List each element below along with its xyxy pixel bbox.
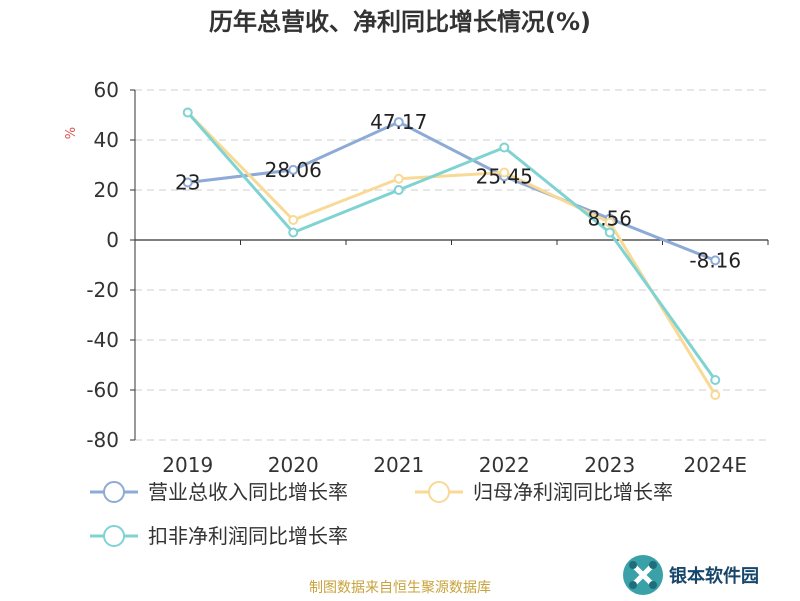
y-axis: 60 40 20 0 -20 -40 -60 -80: [86, 78, 136, 452]
legend-label: 扣非净利润同比增长率: [148, 524, 348, 548]
series-line-2: [186, 111, 717, 396]
series-lines: [182, 107, 721, 400]
y-tick-label: 0: [106, 228, 119, 252]
legend-label: 归母净利润同比增长率: [473, 480, 673, 504]
grid-lines: [135, 89, 768, 441]
logo-icon: [623, 555, 663, 595]
data-point: [288, 215, 299, 225]
data-label: 28.06: [265, 158, 322, 182]
legend-marker: [103, 481, 125, 503]
x-axis: 2019 2020 2021 2022 2023 2024E: [134, 239, 769, 477]
x-tick-label: 2019: [162, 453, 213, 477]
y-tick-label: -60: [86, 378, 119, 402]
x-tick-label: 2023: [584, 453, 635, 477]
brand-logo: 银本软件园: [621, 553, 793, 597]
y-axis-label: %: [64, 127, 79, 139]
y-tick-label: -20: [86, 278, 119, 302]
legend-item-3[interactable]: 扣非净利润同比增长率: [90, 524, 348, 548]
data-labels: 23 28.06 47.17 25.45 8.56 -8.16: [175, 110, 741, 272]
data-point: [182, 177, 193, 188]
y-tick-label: -40: [86, 328, 119, 352]
series-line-3: [186, 111, 717, 381]
data-point: [182, 107, 193, 118]
data-point: [604, 217, 615, 228]
data-point: [710, 255, 721, 266]
x-tick-label: 2024E: [683, 453, 747, 477]
legend-label: 营业总收入同比增长率: [148, 480, 348, 504]
data-label: -8.16: [689, 248, 741, 272]
data-point: [710, 375, 721, 385]
data-point: [288, 164, 299, 175]
data-label: 8.56: [587, 207, 632, 231]
data-label: 47.17: [370, 110, 427, 134]
data-point: [499, 142, 510, 153]
legend-marker: [103, 525, 125, 547]
x-tick-label: 2020: [268, 453, 319, 477]
legend-marker: [428, 481, 450, 503]
y-tick-label: 20: [94, 178, 119, 202]
footer-source: 制图数据来自恒生聚源数据库: [309, 580, 491, 596]
series-line-1: [187, 120, 716, 262]
data-point: [604, 227, 615, 238]
data-label: 25.45: [476, 164, 533, 188]
data-point: [393, 173, 404, 184]
data-point: [393, 117, 404, 128]
y-tick-label: -80: [86, 428, 119, 452]
legend-item-1[interactable]: 营业总收入同比增长率: [90, 480, 348, 504]
x-tick-label: 2022: [479, 453, 530, 477]
legend-item-2[interactable]: 归母净利润同比增长率: [415, 480, 673, 504]
y-tick-label: 60: [94, 78, 119, 102]
data-label: 23: [175, 171, 200, 195]
data-point: [288, 227, 299, 238]
data-point: [499, 167, 510, 178]
data-point: [393, 185, 404, 195]
data-point: [710, 390, 721, 400]
y-tick-label: 40: [94, 128, 119, 152]
chart-title: 历年总营收、净利同比增长情况(%): [209, 8, 591, 36]
logo-text: 银本软件园: [669, 566, 759, 587]
x-tick-label: 2021: [373, 453, 424, 477]
